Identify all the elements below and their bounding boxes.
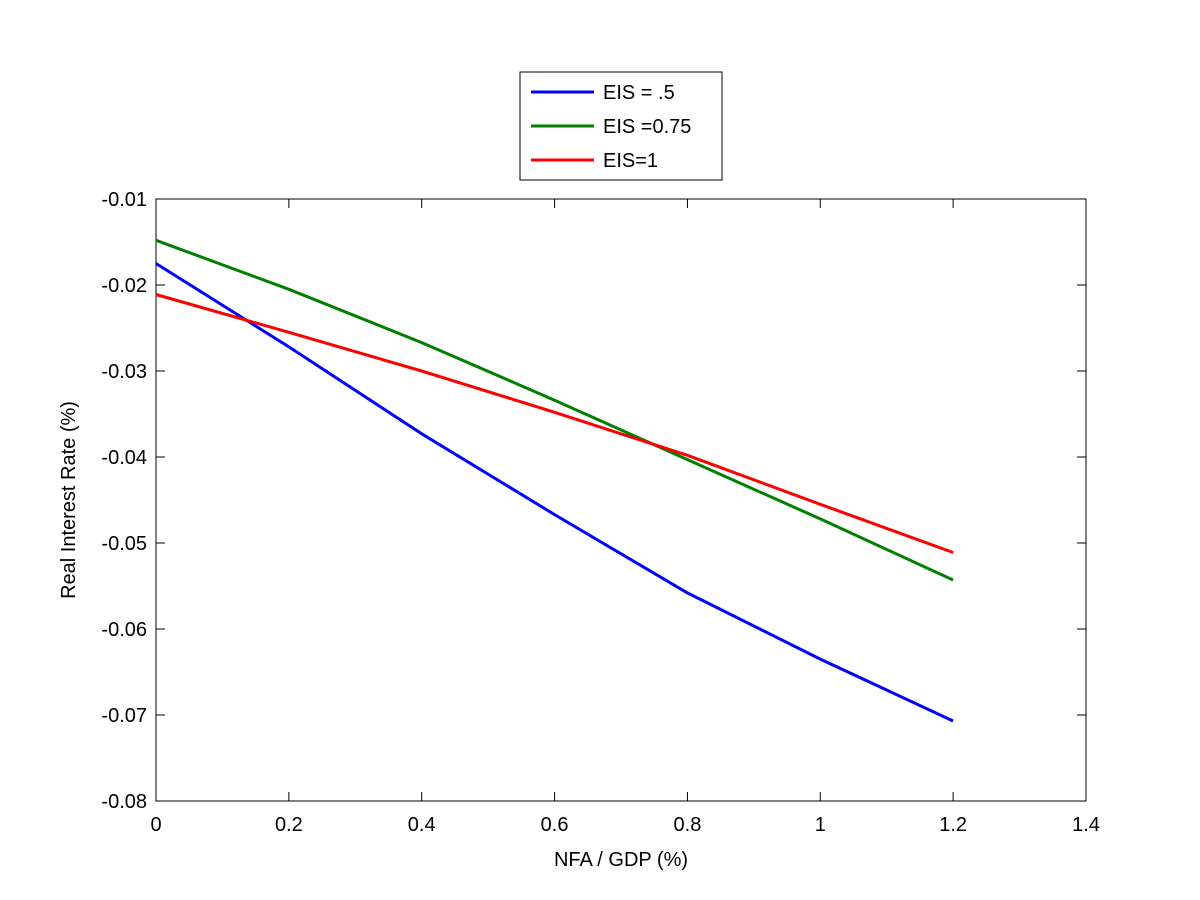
x-tick-label: 1.4: [1072, 814, 1100, 836]
series-line-1: [155, 262, 954, 723]
y-tick-label: -0.06: [101, 619, 147, 641]
x-tick-label: 0.6: [541, 814, 569, 836]
y-tick-label: -0.01: [101, 189, 147, 211]
y-tick-label: -0.07: [101, 705, 147, 727]
legend-label-3: EIS=1: [603, 150, 658, 172]
x-tick-label: 0: [150, 814, 161, 836]
axis-ticks: [155, 198, 1087, 802]
tick-labels: 0 0.2 0.4 0.6 0.8 1 1.2 1.4 -0.08 -0.07 -0.06 -0.05…: [101, 189, 1100, 836]
x-tick-label: 0.2: [275, 814, 303, 836]
x-tick-label: 1: [815, 814, 826, 836]
x-axis-label: NFA / GDP (%): [554, 849, 688, 871]
series-line-3: [155, 293, 954, 554]
series-line-2: [155, 238, 954, 582]
plot-area: [155, 198, 1087, 802]
y-tick-label: -0.03: [101, 361, 147, 383]
y-tick-label: -0.05: [101, 533, 147, 555]
y-tick-label: -0.02: [101, 275, 147, 297]
x-tick-label: 0.4: [408, 814, 436, 836]
y-tick-label: -0.04: [101, 447, 147, 469]
x-tick-label: 0.8: [674, 814, 702, 836]
legend-label-2: EIS =0.75: [603, 116, 691, 138]
x-tick-label: 1.2: [939, 814, 967, 836]
y-axis-label: Real Interest Rate (%): [58, 401, 80, 599]
legend-label-1: EIS = .5: [603, 82, 675, 104]
y-tick-label: -0.08: [101, 791, 147, 813]
legend: EIS = .5 EIS =0.75 EIS=1: [519, 71, 723, 181]
series-lines: [155, 238, 954, 723]
